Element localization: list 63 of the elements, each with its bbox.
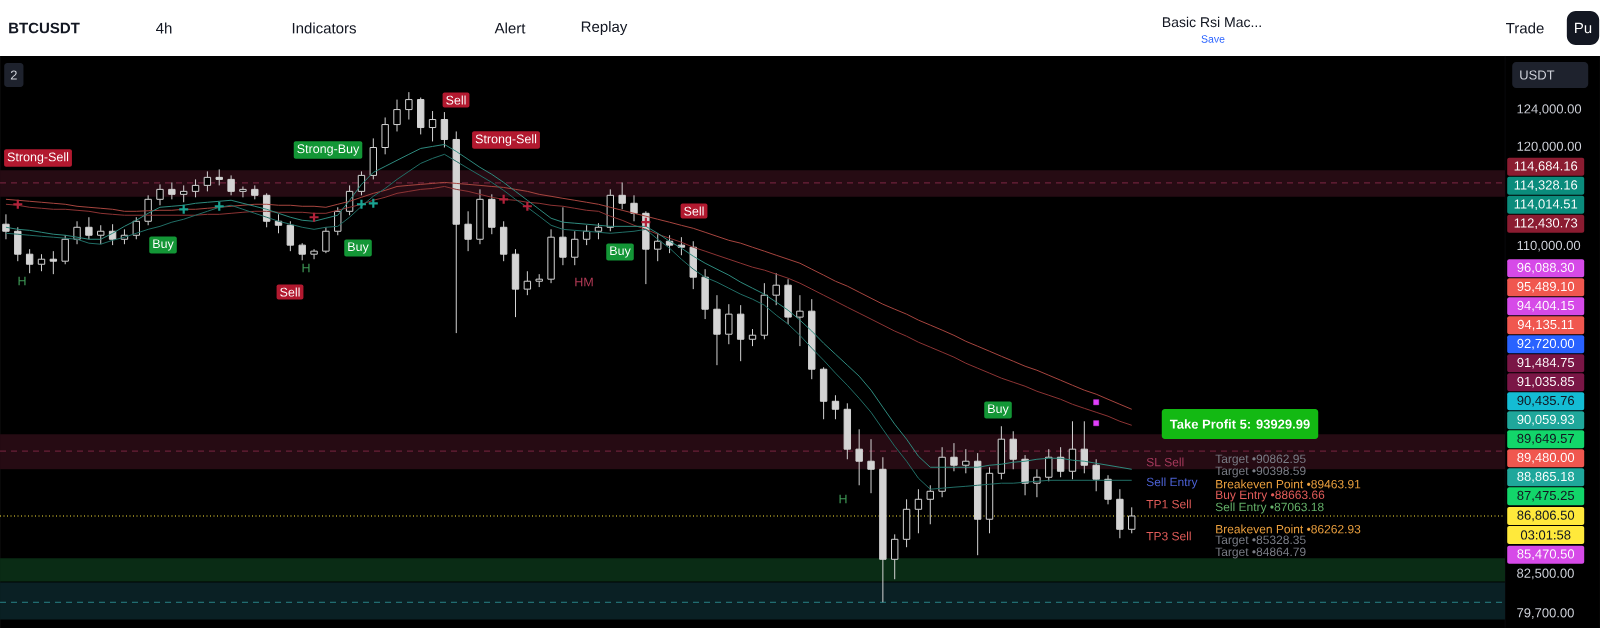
annotation: Strong-Sell: [7, 152, 69, 164]
text: Replay: [581, 21, 628, 35]
annotation: 2: [10, 70, 17, 80]
text: 85,470.50: [1517, 549, 1575, 561]
annotation: Buy: [610, 246, 631, 258]
annotation: Strong-Sell: [475, 134, 537, 146]
text: Target •90398.59: [1215, 466, 1306, 478]
y-tick-label: 124,000.00: [1517, 104, 1582, 116]
text: Indicators: [292, 22, 356, 34]
text: Sell Entry: [1146, 477, 1198, 489]
text: Basic Rsi Mac...: [1162, 16, 1261, 28]
text: USDT: [1520, 70, 1555, 80]
text: 112,430.73: [1514, 218, 1578, 230]
text: 92,720.00: [1517, 338, 1575, 350]
text: 94,135.11: [1517, 319, 1574, 331]
text: Target •90862.95: [1215, 454, 1306, 466]
text: 90,435.76: [1517, 395, 1575, 407]
text: 114,684.16: [1514, 161, 1578, 173]
text: Trade: [1506, 22, 1544, 34]
text: 87,475.25: [1517, 490, 1575, 502]
text: Target •84864.79: [1215, 547, 1306, 559]
text: 89,480.00: [1517, 452, 1575, 464]
text: 114,328.16: [1514, 180, 1578, 192]
text: 114,014.51: [1514, 199, 1578, 211]
text: Alert: [494, 22, 526, 34]
text: 91,484.75: [1517, 357, 1575, 369]
text: Breakeven Point •89463.91: [1216, 479, 1361, 489]
text: TP1 Sell: [1146, 499, 1191, 509]
text: 89,649.57: [1517, 433, 1574, 445]
annotation: Buy: [348, 242, 369, 254]
text: Breakeven Point •86262.93: [1216, 524, 1361, 534]
annotation: Buy: [153, 239, 174, 251]
annotation: H: [839, 494, 847, 504]
annotation: Sell: [684, 206, 704, 216]
y-tick-label: 120,000.00: [1517, 141, 1582, 153]
text: 91,035.85: [1517, 376, 1575, 388]
text: 90,059.93: [1517, 414, 1575, 426]
text: 4h: [156, 22, 172, 34]
annotation: H: [18, 276, 26, 286]
annotation: Strong-Buy: [297, 144, 360, 156]
annotation: Buy: [988, 404, 1009, 416]
annotation: H: [302, 263, 310, 273]
y-tick-label: 110,000.00: [1517, 240, 1581, 252]
text: 03:01:58: [1520, 530, 1571, 540]
annotation: HM: [575, 277, 593, 287]
text: Sell Entry •87063.18: [1215, 502, 1324, 514]
annotation: Sell: [446, 95, 466, 105]
chart-title: BTCUSDT: [9, 22, 80, 34]
text: 94,404.15: [1517, 300, 1575, 312]
text: Save: [1201, 35, 1225, 43]
text: Buy Entry •88663.66: [1216, 490, 1325, 502]
annotation: Sell: [280, 287, 300, 297]
text: 88,865.18: [1517, 471, 1575, 483]
y-tick-label: 79,700.00: [1517, 608, 1574, 619]
text: 95,489.10: [1517, 281, 1575, 293]
text: TP3 Sell: [1146, 531, 1191, 541]
text: SL Sell: [1146, 457, 1184, 467]
y-tick-label: 82,500.00: [1517, 568, 1574, 580]
text: Take Profit 5: 93929.99: [1169, 419, 1310, 429]
text: Pu: [1575, 22, 1592, 34]
text: Target •85328.35: [1215, 535, 1306, 547]
ref-line-label: 86,806.50: [1517, 510, 1575, 522]
text: 96,088.30: [1517, 262, 1575, 274]
